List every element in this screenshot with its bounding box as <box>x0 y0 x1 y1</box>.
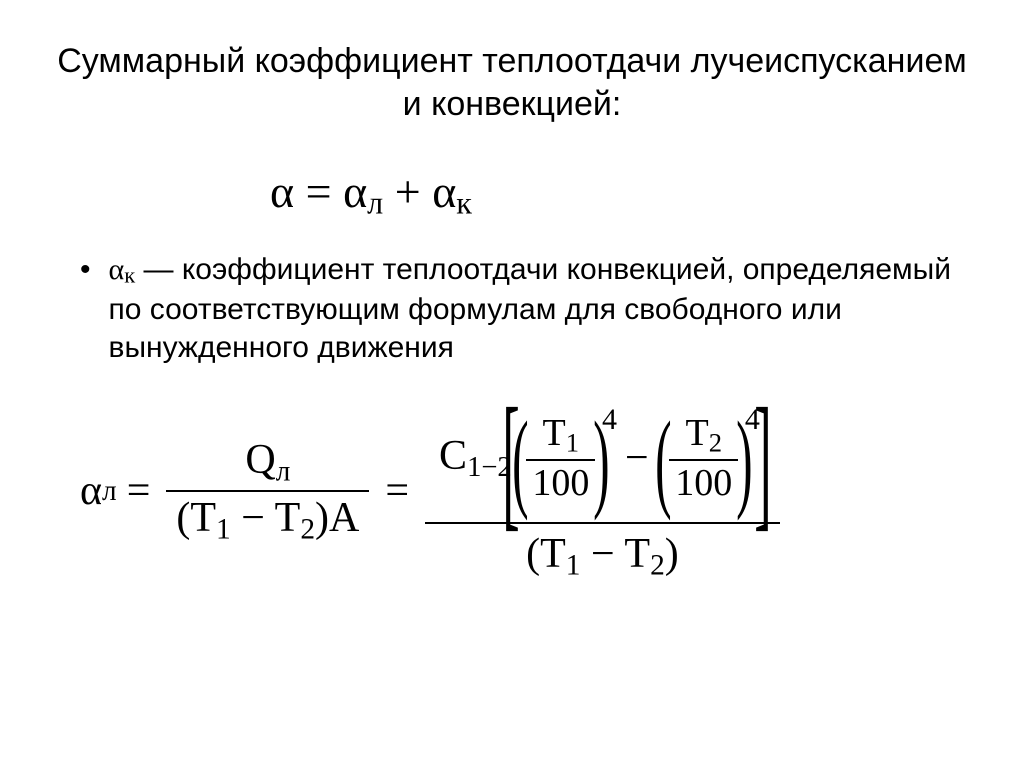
rparen-icon: ) <box>593 416 609 504</box>
hundred-1: 100 <box>526 461 595 505</box>
lparen-icon: ( <box>512 416 528 504</box>
lparen-icon: ( <box>655 416 671 504</box>
eq2-Q: Q <box>245 437 275 483</box>
sym-alpha: α <box>270 166 294 217</box>
bullet-sub-k: к <box>124 263 135 288</box>
sym-eq: = <box>294 166 343 217</box>
T: T <box>543 412 566 454</box>
equation-alpha-l: αл = Qл (T1 − T2)A = C1−2 [ ( <box>80 397 974 584</box>
bullet-alpha: α <box>109 253 125 286</box>
bullet-marker: • <box>80 251 91 289</box>
bullet-item: • αк — коэффициент теплоотдачи конвекцие… <box>80 251 964 367</box>
sub-k: к <box>456 184 472 220</box>
hundred-2: 100 <box>669 461 738 505</box>
eq2-eq2: = <box>385 467 409 515</box>
term-t1: ( T1 100 ) 4 <box>514 411 617 505</box>
eq2-C: C <box>439 433 467 479</box>
sym-alpha-k: α <box>432 166 456 217</box>
eq2-frac-rhs: C1−2 [ ( T1 100 ) 4 − ( <box>425 397 780 584</box>
eq2-den1-mid: − T <box>231 495 301 541</box>
rbracket-icon: ] <box>754 403 771 520</box>
sub-l: л <box>367 184 383 220</box>
slide: Суммарный коэффициент теплоотдачи лучеис… <box>0 0 1024 768</box>
rparen-icon: ) <box>736 416 752 504</box>
equation-alpha-sum: α = αл + αк <box>270 165 974 221</box>
sym-plus: + <box>383 166 432 217</box>
eq2-sub-l: л <box>102 475 117 508</box>
T-s1: 1 <box>566 428 579 458</box>
eq2-alpha: α <box>80 467 102 515</box>
eq2-eq1: = <box>127 467 151 515</box>
eq2-minus: − <box>625 434 649 482</box>
eq2-Q-sub: л <box>276 455 291 487</box>
eq2-den1-s1: 1 <box>216 513 231 545</box>
eq2-den2-close: ) <box>665 531 679 577</box>
eq2-den2-mid: − T <box>580 531 650 577</box>
bullet-rest: — коэффициент теплоотдачи конвекцией, оп… <box>109 253 951 364</box>
eq2-den1-close: )A <box>315 495 359 541</box>
slide-title: Суммарный коэффициент теплоотдачи лучеис… <box>50 40 974 125</box>
term-t2: ( T2 100 ) 4 <box>657 411 760 505</box>
eq2-den2-open: (T <box>526 531 566 577</box>
eq2-frac-ql: Qл (T1 − T2)A <box>166 434 369 549</box>
sym-alpha-l: α <box>343 166 367 217</box>
eq2-den2-s1: 1 <box>566 550 581 582</box>
eq2-den1-open: (T <box>176 495 216 541</box>
eq2-den2-s2: 2 <box>650 550 665 582</box>
eq2-den1-s2: 2 <box>300 513 315 545</box>
bullet-text: αк — коэффициент теплоотдачи конвекцией,… <box>109 251 964 367</box>
T2: T <box>686 412 709 454</box>
T-s2: 2 <box>709 428 722 458</box>
